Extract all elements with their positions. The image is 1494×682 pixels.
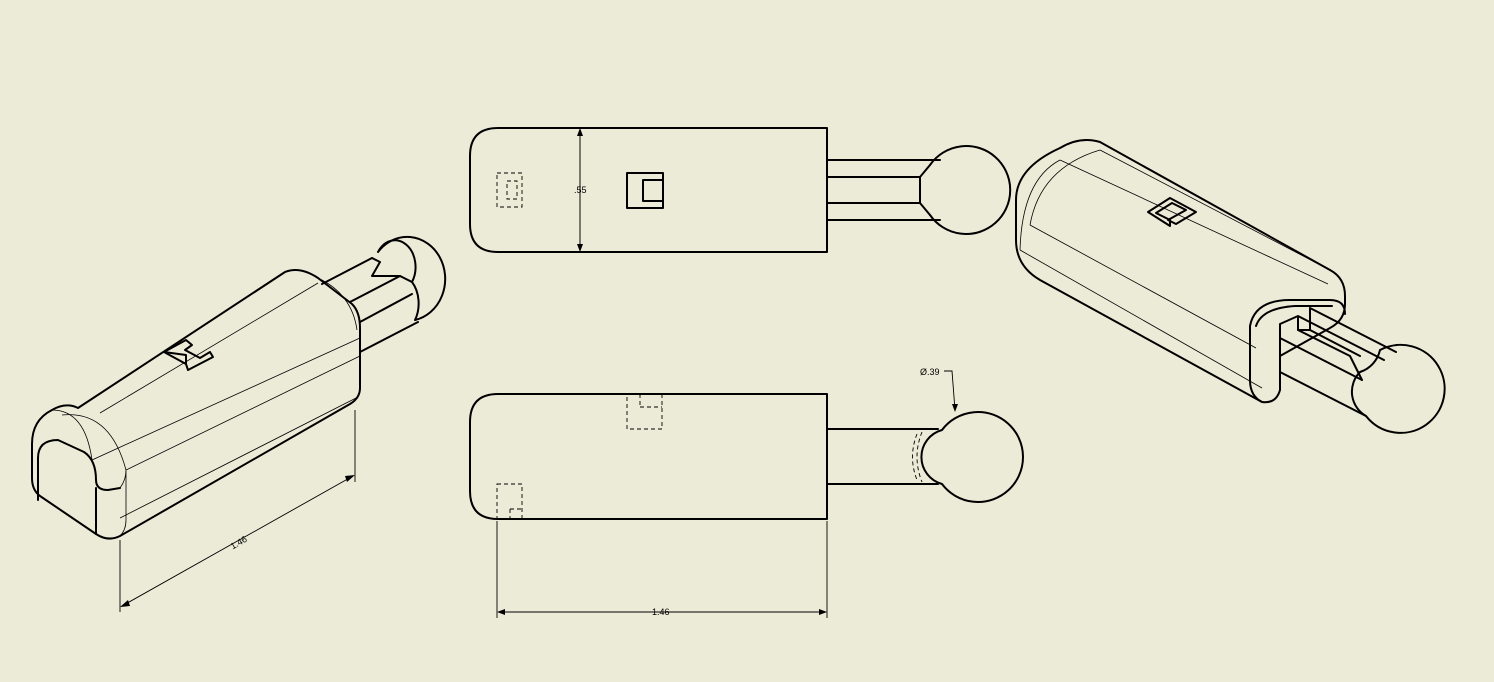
iso-left-shaft	[321, 257, 419, 353]
isometric-left: 1.46	[31, 235, 447, 612]
dim-ball-diameter: Ø.39	[920, 367, 940, 377]
top-view-shaft-notch	[919, 164, 931, 216]
top-view-hidden-slot-inner	[506, 180, 518, 200]
dim-front-length: 1.46	[652, 607, 670, 617]
top-view-shaft	[826, 159, 941, 221]
top-view-clip-slot	[626, 172, 664, 209]
top-view: .55	[469, 127, 1012, 253]
front-view-ball	[920, 411, 1024, 503]
iso-right-ball	[1350, 343, 1446, 434]
iso-left-ball	[377, 235, 447, 321]
top-view-ball	[929, 145, 1012, 235]
top-view-hidden-slot	[496, 172, 523, 208]
iso-left-clip	[163, 339, 214, 371]
dim-top-height: .55	[574, 185, 587, 195]
top-view-body-outline	[469, 127, 828, 253]
iso-right-shaft	[1279, 307, 1397, 417]
iso-left-body-outline	[31, 269, 361, 540]
iso-right-body-outline	[1015, 139, 1346, 404]
front-view-hidden-slot	[496, 483, 523, 520]
isometric-right	[1015, 139, 1446, 434]
front-view: Ø.39 1.46	[469, 367, 1024, 618]
front-view-hidden-clip	[626, 393, 663, 430]
iso-right-end-face	[1249, 299, 1346, 403]
iso-right-clip	[1147, 197, 1197, 227]
front-view-body-outline	[469, 393, 828, 520]
front-view-shaft	[826, 428, 939, 485]
